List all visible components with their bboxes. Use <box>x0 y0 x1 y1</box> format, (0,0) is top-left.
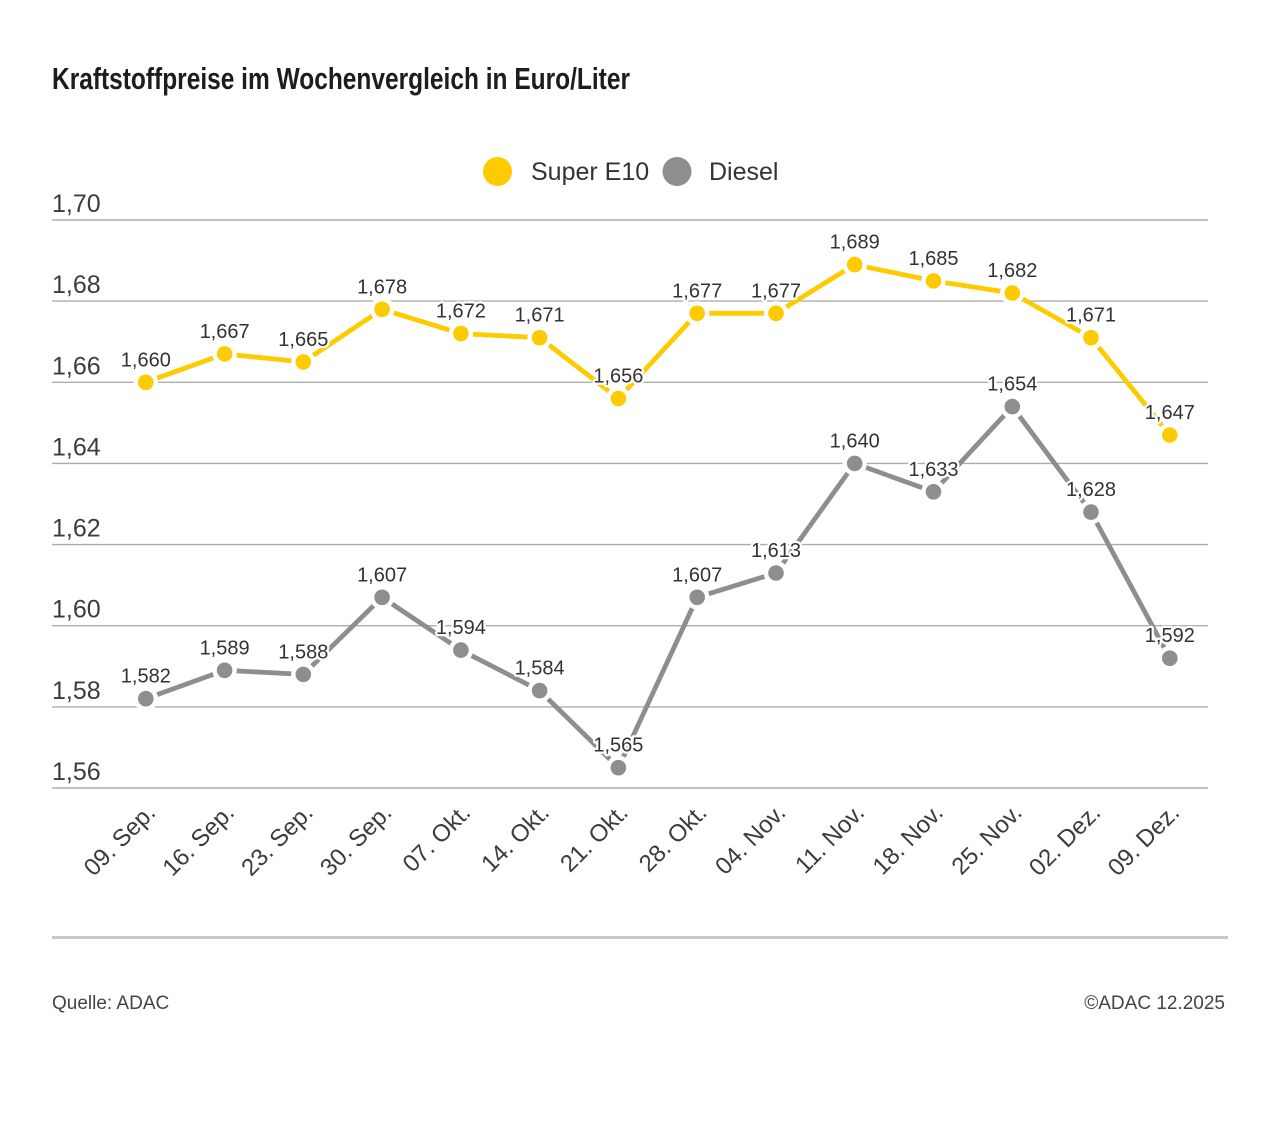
svg-text:1,677: 1,677 <box>751 280 801 302</box>
svg-text:1,628: 1,628 <box>1066 479 1116 501</box>
svg-text:1,56: 1,56 <box>52 758 101 786</box>
svg-text:1,565: 1,565 <box>593 735 643 757</box>
svg-text:1,607: 1,607 <box>672 564 722 586</box>
svg-text:Quelle: ADAC: Quelle: ADAC <box>52 993 169 1014</box>
svg-text:1,682: 1,682 <box>987 260 1037 282</box>
svg-text:1,70: 1,70 <box>52 190 101 218</box>
svg-text:1,678: 1,678 <box>357 276 407 298</box>
svg-text:1,647: 1,647 <box>1145 402 1195 424</box>
svg-text:1,594: 1,594 <box>436 617 486 639</box>
svg-text:1,68: 1,68 <box>52 271 101 299</box>
svg-text:1,677: 1,677 <box>672 280 722 302</box>
svg-text:1,584: 1,584 <box>515 658 565 680</box>
svg-text:1,589: 1,589 <box>200 637 250 659</box>
svg-text:1,656: 1,656 <box>593 366 643 388</box>
svg-text:1,62: 1,62 <box>52 515 101 543</box>
svg-text:1,582: 1,582 <box>121 666 171 688</box>
svg-text:1,60: 1,60 <box>52 596 101 624</box>
svg-text:1,671: 1,671 <box>515 305 565 327</box>
svg-text:1,665: 1,665 <box>278 329 328 351</box>
svg-text:1,672: 1,672 <box>436 301 486 323</box>
svg-text:1,654: 1,654 <box>987 374 1037 396</box>
svg-text:1,667: 1,667 <box>200 321 250 343</box>
svg-text:Super E10: Super E10 <box>531 158 649 186</box>
svg-text:1,660: 1,660 <box>121 349 171 371</box>
svg-text:Diesel: Diesel <box>709 158 778 186</box>
svg-text:1,58: 1,58 <box>52 677 101 705</box>
svg-text:1,66: 1,66 <box>52 352 101 380</box>
svg-text:1,689: 1,689 <box>830 232 880 254</box>
svg-text:1,592: 1,592 <box>1145 625 1195 647</box>
svg-text:1,64: 1,64 <box>52 433 101 461</box>
svg-text:1,685: 1,685 <box>908 248 958 270</box>
svg-text:1,633: 1,633 <box>908 459 958 481</box>
svg-text:1,613: 1,613 <box>751 540 801 562</box>
svg-text:1,640: 1,640 <box>830 430 880 452</box>
svg-text:1,588: 1,588 <box>278 641 328 663</box>
svg-text:©ADAC 12.2025: ©ADAC 12.2025 <box>1084 993 1225 1014</box>
svg-text:1,671: 1,671 <box>1066 305 1116 327</box>
svg-text:1,607: 1,607 <box>357 564 407 586</box>
svg-text:Kraftstoffpreise im Wochenverg: Kraftstoffpreise im Wochenvergleich in E… <box>52 61 630 96</box>
